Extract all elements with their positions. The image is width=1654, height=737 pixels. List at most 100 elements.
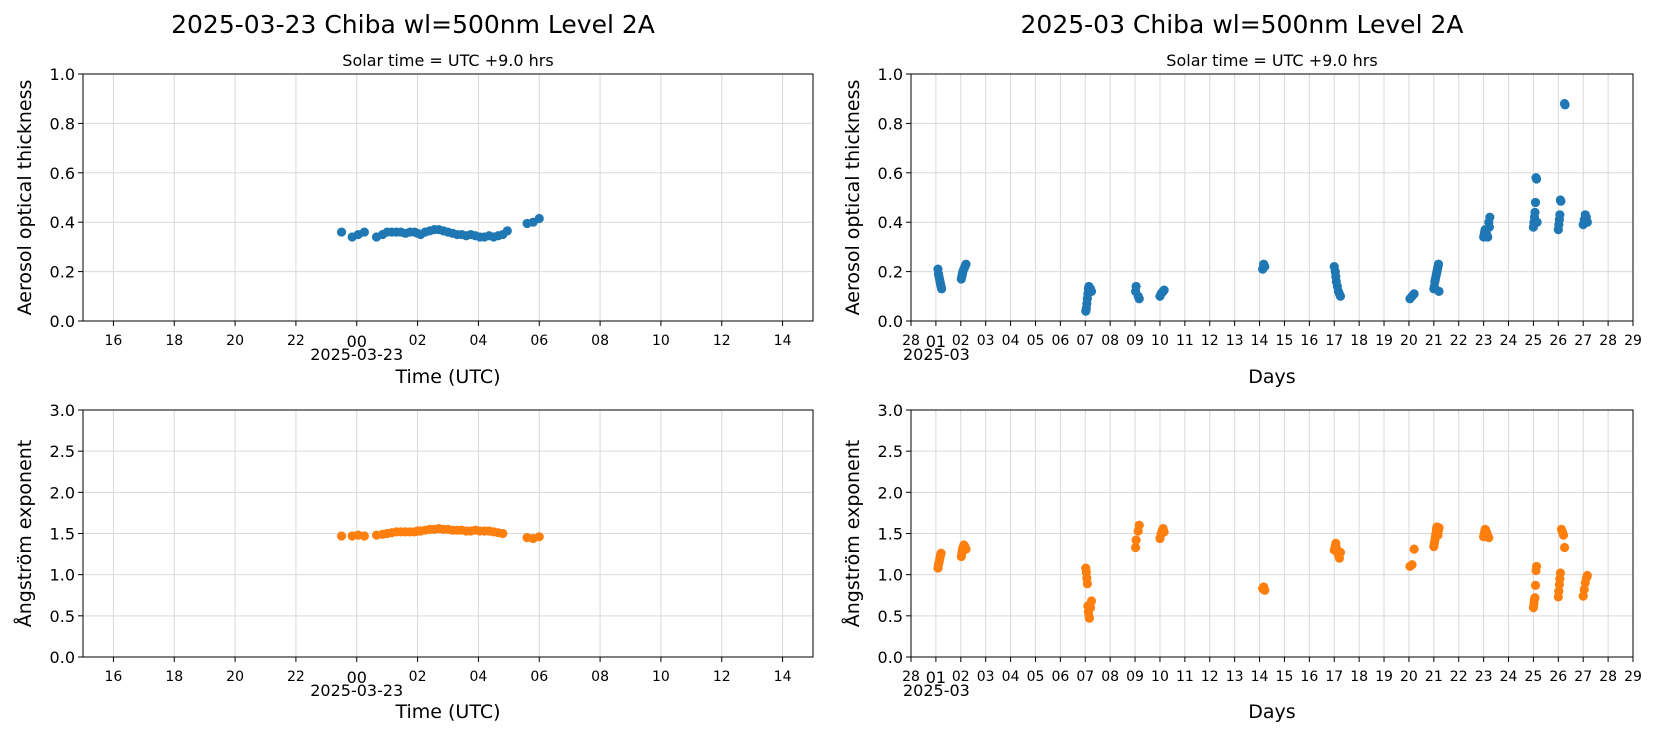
x-tick-label: 16: [1300, 669, 1318, 685]
x-tick-label: 06: [530, 669, 548, 685]
x-tick-label: 02: [952, 333, 970, 349]
x-tick-label: 23: [1475, 669, 1493, 685]
data-point: [1531, 561, 1542, 572]
y-tick-label: 1.0: [50, 65, 75, 84]
x-tick-label: 12: [1201, 669, 1219, 685]
x-tick-label: 22: [287, 333, 305, 349]
data-point: [1134, 294, 1144, 304]
data-point: [1260, 585, 1270, 595]
x-tick-label: 17: [1325, 333, 1343, 349]
x-tick-label: 24: [1500, 669, 1518, 685]
data-point: [1335, 291, 1346, 301]
data-point: [534, 532, 544, 542]
x-tick-label: 27: [1574, 669, 1592, 685]
x-tick-label: 07: [1076, 669, 1094, 685]
x-tick-label: 08: [591, 333, 609, 349]
x-tick-label: 21: [1425, 333, 1443, 349]
data-point: [1483, 232, 1493, 242]
x-tick-label: 22: [1450, 669, 1468, 685]
data-point: [1531, 174, 1542, 184]
plot-frame: [82, 409, 814, 658]
x-tick-label: 05: [1027, 669, 1045, 685]
y-tick-label: 3.0: [50, 401, 75, 420]
y-axis-label: Ångström exponent: [841, 440, 864, 628]
x-tick-label: 15: [1276, 669, 1294, 685]
x-tick-label: 02: [409, 333, 427, 349]
x-tick-label: 01: [926, 668, 946, 687]
x-axis-label: Time (UTC): [394, 701, 500, 723]
x-tick-label: 10: [1151, 669, 1169, 685]
y-axis-label: Ångström exponent: [13, 440, 36, 628]
x-tick-label: 28: [1599, 333, 1617, 349]
y-tick-label: 2.0: [878, 483, 903, 502]
data-point: [1559, 542, 1570, 553]
data-point: [498, 528, 508, 539]
monthly-title: 2025-03 Chiba wl=500nm Level 2A: [1021, 10, 1464, 39]
y-tick-label: 0.6: [878, 164, 903, 183]
x-tick-label: 20: [1400, 333, 1418, 349]
y-tick-label: 0.0: [878, 312, 903, 331]
x-tick-label: 04: [470, 669, 488, 685]
x-tick-label: 28: [1599, 669, 1617, 685]
data-point: [1082, 579, 1092, 589]
data-point: [502, 226, 512, 236]
data-point: [1260, 262, 1270, 272]
x-tick-label: 19: [1375, 333, 1393, 349]
daily-title: 2025-03-23 Chiba wl=500nm Level 2A: [171, 10, 655, 39]
x-tick-label: 06: [530, 333, 548, 349]
data-point: [1555, 568, 1565, 578]
x-tick-label: 24: [1500, 333, 1518, 349]
x-tick-label: 21: [1425, 669, 1443, 685]
data-point: [534, 213, 544, 224]
y-tick-label: 2.0: [50, 483, 75, 502]
x-tick-label: 28: [902, 669, 920, 685]
x-tick-label: 12: [713, 333, 731, 349]
x-tick-label: 07: [1076, 333, 1094, 349]
data-point: [1159, 285, 1169, 295]
x-tick-label: 06: [1051, 669, 1069, 685]
data-point: [936, 548, 946, 558]
x-tick-label: 14: [774, 333, 792, 349]
x-tick-label: 20: [226, 669, 244, 685]
x-tick-label: 29: [1624, 333, 1642, 349]
data-point: [1159, 527, 1169, 537]
x-offset-label: 2025-03-23: [310, 345, 403, 364]
daily-subtitle: Solar time = UTC +9.0 hrs: [342, 51, 553, 70]
x-tick-label: 00: [347, 668, 367, 687]
data-point: [1530, 593, 1540, 603]
data-point: [336, 227, 347, 237]
y-tick-label: 2.5: [50, 442, 75, 461]
x-tick-label: 01: [926, 332, 946, 351]
y-tick-label: 0.2: [878, 263, 903, 282]
data-point: [1532, 217, 1542, 227]
y-tick-label: 0.0: [50, 312, 75, 331]
y-tick-label: 1.0: [50, 566, 75, 585]
plot-frame: [82, 73, 814, 322]
x-tick-label: 12: [713, 669, 731, 685]
y-axis-label: Aerosol optical thickness: [842, 80, 864, 316]
y-tick-label: 0.6: [50, 164, 75, 183]
x-tick-label: 14: [1251, 669, 1269, 685]
data-point: [1407, 560, 1417, 570]
data-point: [1530, 207, 1540, 217]
monthly_aod-panel: 28 01 02 03 04 05 06 07 08 09 10 11 12 13 14 15 16 17 18 19…: [842, 65, 1642, 388]
plot-frame: [910, 409, 1634, 658]
y-tick-label: 0.4: [878, 213, 903, 232]
x-tick-label: 14: [1251, 333, 1269, 349]
data-point: [1434, 286, 1444, 296]
x-tick-label: 11: [1176, 333, 1194, 349]
monthly_angstrom-panel: 28 01 02 03 04 05 06 07 08 09 10 11 12 13 14 15 16 17 18 19…: [841, 401, 1642, 723]
y-tick-label: 0.4: [50, 213, 75, 232]
x-tick-label: 25: [1524, 669, 1542, 685]
x-tick-label: 06: [1051, 333, 1069, 349]
data-point: [1084, 613, 1095, 623]
data-point: [1484, 222, 1494, 232]
x-tick-label: 08: [1101, 333, 1119, 349]
data-point: [359, 227, 369, 237]
data-point: [961, 259, 971, 269]
x-tick-label: 20: [1400, 669, 1418, 685]
y-axis-label: Aerosol optical thickness: [14, 80, 36, 316]
y-tick-label: 0.5: [50, 607, 75, 626]
daily_angstrom-panel: 16 18 20 22 00 02 04 06 08 10 12 14 0.0 0.5 1.0 1.5 2.0 2…: [13, 401, 814, 723]
data-point: [1530, 197, 1541, 208]
